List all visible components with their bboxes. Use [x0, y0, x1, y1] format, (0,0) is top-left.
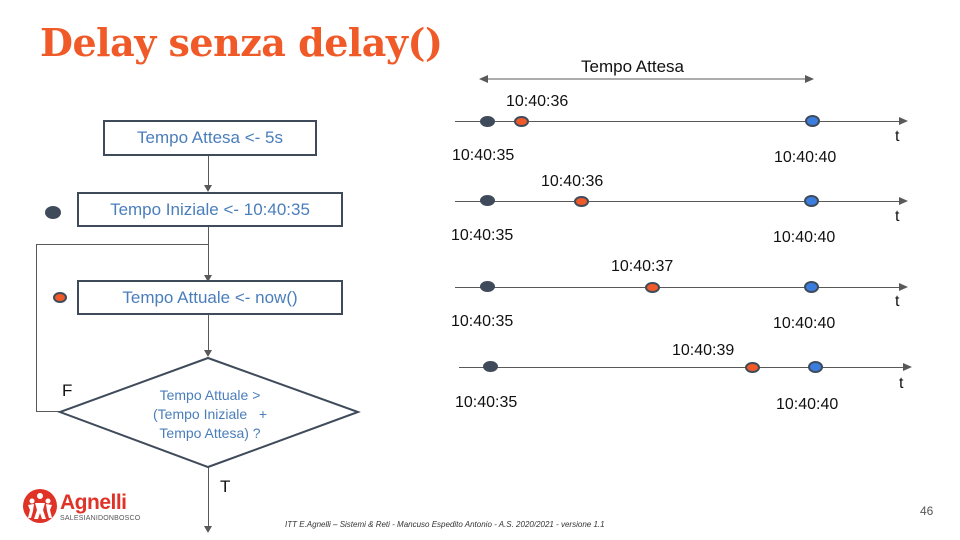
end-time-label: 10:40:40: [773, 315, 836, 332]
start-time-label: 10:40:35: [455, 394, 518, 411]
current-time-label: 10:40:36: [506, 93, 569, 110]
axis-t-label: t: [895, 128, 900, 145]
slide-title: Delay senza delay(): [40, 20, 443, 65]
loop-connector: [36, 411, 60, 412]
current-time-label: 10:40:36: [541, 173, 604, 190]
current-dot: [645, 282, 660, 293]
page-number: 46: [920, 504, 934, 518]
timeline-axis: [455, 287, 902, 288]
start-dot: [480, 195, 495, 206]
box-tempo-iniziale: Tempo Iniziale <- 10:40:35: [77, 192, 343, 227]
end-dot: [808, 361, 823, 373]
timeline-axis: [459, 367, 906, 368]
end-time-label: 10:40:40: [776, 396, 839, 413]
connector: [208, 155, 209, 187]
arrowhead: [204, 526, 212, 533]
start-time-label: 10:40:35: [451, 313, 514, 330]
box-tempo-attuale: Tempo Attuale <- now(): [77, 280, 343, 315]
decision-text: Tempo Attuale > (Tempo Iniziale + Tempo …: [153, 387, 267, 441]
end-dot: [805, 115, 820, 127]
current-time-label: 10:40:37: [611, 258, 674, 275]
timeline-axis: [455, 201, 902, 202]
start-time-label: 10:40:35: [451, 227, 514, 244]
current-dot: [574, 196, 589, 207]
connector: [208, 467, 209, 527]
logo-name: Agnelli: [60, 491, 127, 514]
legend-dot-start: [45, 206, 61, 219]
axis-t-label: t: [899, 375, 904, 392]
connector: [208, 315, 209, 355]
loop-connector: [36, 244, 208, 245]
current-time-label: 10:40:39: [672, 342, 735, 359]
span-label: Tempo Attesa: [581, 57, 685, 76]
true-label: T: [220, 477, 231, 496]
box-tempo-attesa: Tempo Attesa <- 5s: [103, 120, 317, 156]
end-time-label: 10:40:40: [773, 229, 836, 246]
end-time-label: 10:40:40: [774, 149, 837, 166]
timeline-axis: [455, 121, 902, 122]
axis-t-label: t: [895, 208, 900, 225]
start-time-label: 10:40:35: [452, 147, 515, 164]
legend-dot-current: [53, 292, 67, 303]
start-dot: [480, 116, 495, 127]
connector: [208, 226, 209, 280]
end-dot: [804, 281, 819, 293]
start-dot: [480, 281, 495, 292]
current-dot: [514, 116, 529, 127]
loop-connector: [36, 244, 37, 412]
start-dot: [483, 361, 498, 372]
end-dot: [804, 195, 819, 207]
logo-subtitle: SALESIANIDONBOSCO: [60, 515, 141, 522]
footer-text: ITT E.Agnelli – Sistemi & Reti - Mancuso…: [285, 520, 605, 529]
false-label: F: [62, 381, 73, 400]
current-dot: [745, 362, 760, 373]
axis-t-label: t: [895, 293, 900, 310]
people-logo-icon: [23, 489, 57, 523]
